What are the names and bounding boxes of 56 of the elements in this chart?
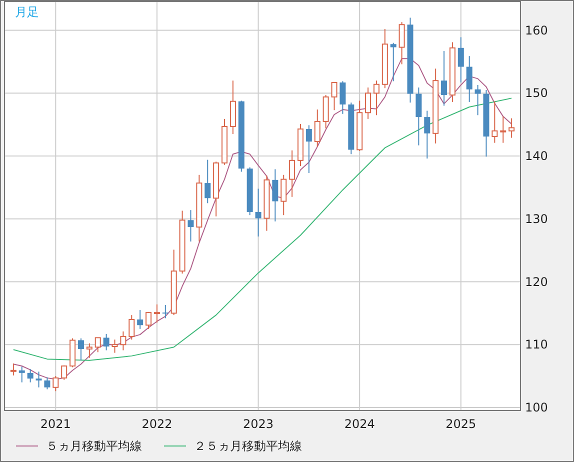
candlestick: [78, 338, 84, 361]
candlestick: [441, 50, 448, 106]
candlestick: [137, 310, 144, 330]
candlestick: [289, 150, 296, 198]
candlestick: [331, 82, 338, 111]
x-tick-label: 2021: [40, 417, 71, 431]
candlestick: [458, 36, 464, 83]
candlestick: [18, 366, 25, 383]
candlestick: [52, 376, 59, 392]
y-tick-label: 160: [525, 23, 548, 38]
candlestick: [154, 304, 160, 324]
candlestick: [146, 311, 152, 330]
candlestick: [314, 109, 320, 148]
candlestick: [424, 110, 430, 160]
candlestick: [44, 376, 50, 390]
candlestick: [10, 362, 16, 376]
y-tick-label: 140: [525, 149, 548, 164]
y-tick-label: 150: [525, 86, 548, 100]
candlestick: [61, 364, 68, 380]
candlestick: [128, 314, 135, 340]
candlestick: [112, 339, 118, 354]
legend-label: ２５ヵ月移動平均線: [194, 439, 302, 453]
x-tick-label: 2024: [344, 417, 375, 431]
candlestick: [416, 87, 422, 146]
candlestick: [255, 188, 262, 237]
candlestick: [27, 368, 34, 383]
y-tick-label: 120: [525, 274, 548, 289]
candlestick: [398, 22, 405, 65]
candlestick: [466, 56, 472, 102]
x-tick-label: 2023: [243, 417, 274, 431]
legend-label: ５ヵ月移動平均線: [46, 439, 142, 453]
candlestick: [508, 118, 515, 138]
candlestick: [340, 80, 346, 114]
candlestick: [204, 159, 211, 204]
y-tick-label: 130: [525, 212, 548, 226]
candlestick: [474, 84, 481, 116]
y-tick-label: 100: [525, 400, 548, 414]
candlestick: [162, 304, 168, 319]
candlestick: [390, 42, 396, 82]
candlestick: [94, 337, 101, 353]
candlestick: [373, 80, 380, 116]
x-tick-label: 2025: [446, 417, 476, 431]
candlestick: [103, 333, 110, 351]
candlestick: [36, 371, 42, 388]
candlestick: [272, 168, 278, 222]
y-tick-label: 110: [525, 338, 548, 352]
candlestick: [120, 330, 126, 351]
x-tick-label: 2022: [142, 417, 172, 431]
candlestick: [86, 342, 92, 358]
candlestick: [492, 100, 498, 144]
candlestick: [280, 174, 287, 216]
candlestick: [500, 116, 506, 144]
chart-title: 月足: [15, 5, 39, 19]
candlestick: [365, 87, 372, 120]
candlestick: [188, 210, 194, 242]
candlestick: [306, 124, 312, 174]
